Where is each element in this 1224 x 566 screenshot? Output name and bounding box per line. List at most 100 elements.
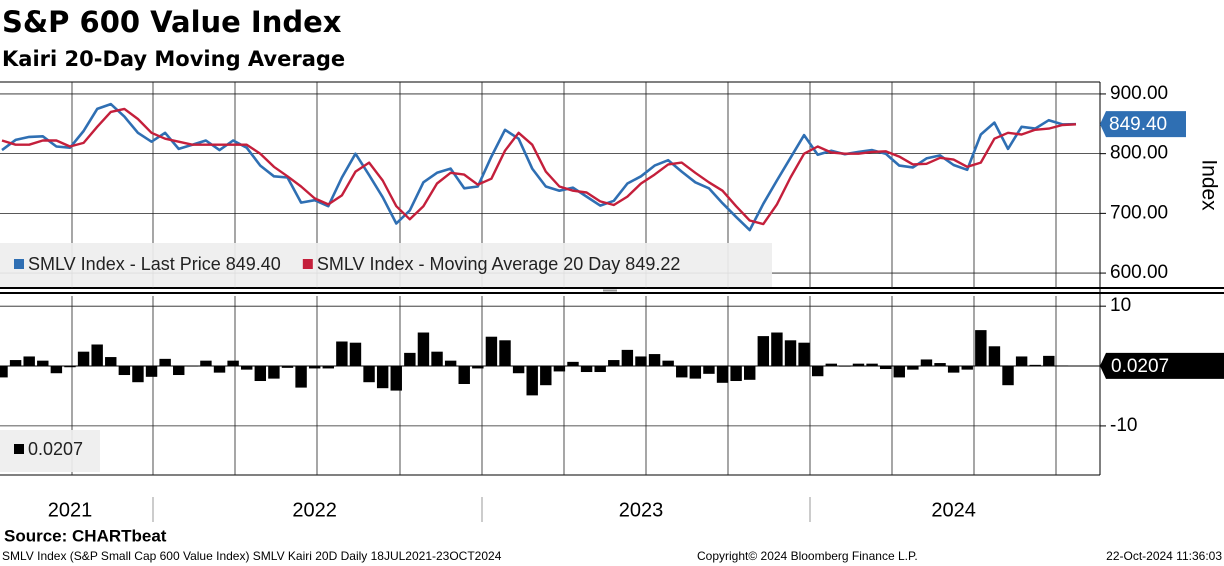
bar (798, 342, 810, 367)
bar (757, 336, 770, 367)
price-line (1, 102, 1077, 232)
bar (893, 366, 905, 378)
bar (811, 366, 824, 377)
footer-left: SMLV Index (S&P Small Cap 600 Value Inde… (2, 549, 502, 563)
bar (186, 366, 199, 367)
bar (105, 357, 117, 367)
bar (1043, 355, 1055, 367)
bar (145, 366, 158, 377)
y-tick-label: -10 (1110, 415, 1137, 436)
x-tick-label: 2021 (48, 499, 93, 521)
bar (240, 366, 253, 370)
legend-swatch (14, 444, 24, 454)
bar (0, 366, 8, 378)
bar (431, 351, 443, 367)
bar (417, 332, 430, 367)
bar (648, 354, 661, 367)
bar (594, 366, 606, 373)
bar (866, 363, 878, 367)
bar (213, 366, 226, 373)
bar (349, 342, 362, 367)
bar (703, 366, 715, 374)
bar (50, 366, 63, 374)
bar (580, 366, 593, 373)
legend-label: SMLV Index - Moving Average 20 Day 849.2… (317, 254, 681, 274)
chart-title: S&P 600 Value Index (2, 5, 342, 39)
bar (404, 352, 416, 367)
bar (363, 366, 375, 383)
bar (540, 366, 552, 386)
bar (988, 346, 1001, 367)
bar (281, 366, 294, 368)
bar (254, 366, 267, 382)
last-price-tag (1100, 111, 1186, 138)
bar (689, 366, 702, 379)
bar (159, 358, 171, 367)
y-axis-label: Index (1197, 159, 1220, 211)
bar (975, 330, 987, 367)
bar (499, 340, 511, 367)
bar (608, 360, 620, 367)
y-tick-label: 700.00 (1110, 202, 1168, 223)
y-tick-label: 600.00 (1110, 262, 1168, 283)
bar (744, 366, 756, 380)
bar (1029, 364, 1041, 367)
legend-swatch (14, 259, 24, 269)
bar (376, 366, 389, 389)
bar (37, 360, 49, 367)
bar (390, 366, 402, 391)
price-line (1, 107, 1077, 226)
source: Source: CHARTbeat (4, 526, 167, 545)
bar (961, 366, 973, 370)
bar (458, 366, 470, 385)
bar (934, 363, 946, 367)
bar (308, 366, 321, 369)
legend-swatch (302, 259, 313, 269)
bar (839, 366, 851, 367)
bar (444, 360, 457, 367)
bar (621, 349, 634, 367)
bar (784, 340, 797, 367)
bar (9, 360, 22, 367)
bar (907, 366, 919, 370)
bar (64, 366, 76, 368)
footer-right: 22-Oct-2024 11:36:03 (1106, 549, 1222, 563)
footer-center: Copyright© 2024 Bloomberg Finance L.P. (697, 549, 918, 563)
bar (227, 360, 239, 367)
last-value-tag (1100, 352, 1224, 379)
bar (771, 332, 783, 367)
legend-label: SMLV Index - Last Price 849.40 (28, 254, 281, 274)
bar (676, 366, 688, 378)
chart-subtitle: Kairi 20-Day Moving Average (2, 47, 345, 71)
bar (472, 366, 484, 369)
bar (485, 336, 498, 367)
bar (23, 356, 35, 367)
legend-box (0, 243, 772, 287)
last-price-label: 849.40 (1109, 114, 1167, 135)
bar (1070, 365, 1082, 367)
bar (567, 361, 579, 367)
bar (947, 366, 960, 373)
x-tick-label: 2023 (619, 499, 664, 521)
bar (512, 366, 525, 374)
bar (852, 363, 865, 367)
bar (526, 366, 538, 396)
bar (730, 366, 742, 382)
bar (1015, 356, 1028, 367)
x-tick-label: 2022 (292, 499, 337, 521)
y-tick-label: 10 (1110, 295, 1131, 316)
bar (879, 366, 892, 370)
bar (1056, 365, 1069, 367)
bar (77, 351, 90, 367)
bar (173, 366, 185, 376)
bar (118, 366, 131, 376)
bar (716, 366, 729, 383)
bar (336, 341, 348, 367)
bar (132, 366, 144, 383)
bar (553, 366, 566, 372)
bar (200, 360, 212, 367)
bar (322, 366, 334, 369)
last-value-label: 0.0207 (1111, 356, 1169, 377)
bar (635, 356, 647, 367)
legend-label: 0.0207 (28, 439, 83, 459)
